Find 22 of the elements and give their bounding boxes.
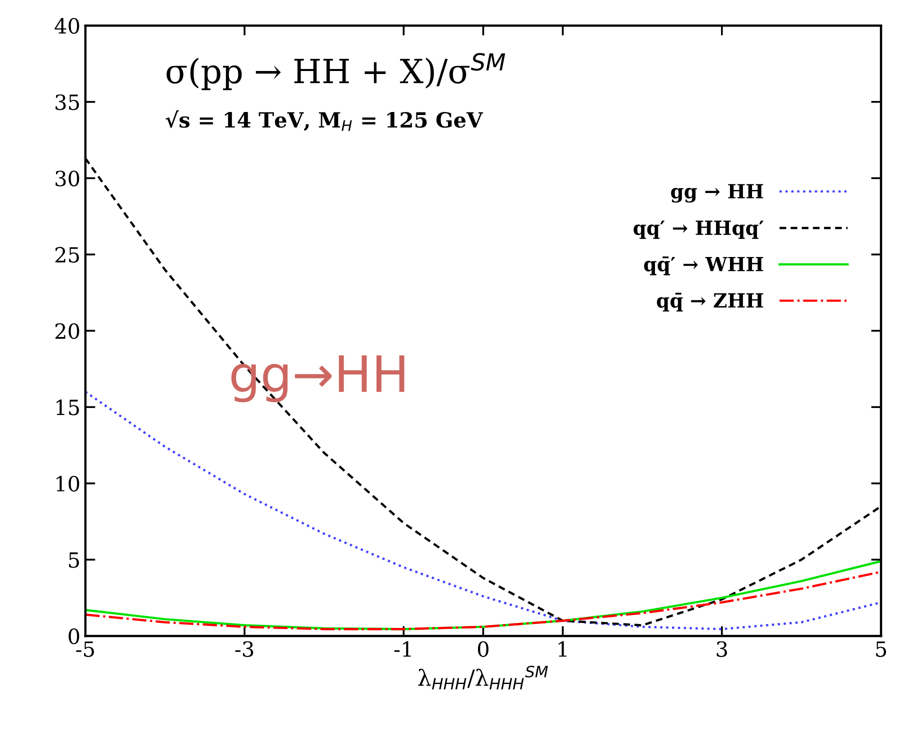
y-tick-label: 35 [56, 94, 79, 110]
legend-label: gg → HH [671, 184, 764, 203]
text: √s = 14 TeV, M$_{H}$ = 125 GeV [166, 110, 484, 131]
y-tick-label: 40 [54, 18, 80, 34]
legend-label: qq′ → HHqq′ [634, 220, 764, 239]
x-tick-label: 3 [716, 641, 727, 657]
x-tick-label: -3 [235, 641, 254, 657]
x-tick-label: 1 [558, 641, 566, 657]
y-tick-label: 15 [56, 400, 79, 416]
y-tick-label: 20 [55, 323, 80, 339]
x-tick-label: -1 [394, 641, 411, 657]
y-tick-label: 30 [56, 170, 80, 186]
x-axis-title: λ$_{HHH}$/λ$_{HHH}$$^{SM}$ [418, 666, 548, 690]
x-tick-label: 0 [478, 641, 488, 657]
y-tick-label: 10 [56, 476, 80, 492]
y-tick-label: 5 [69, 552, 79, 568]
legend-label: qq̄ → ZHH [656, 292, 764, 312]
x-tick-label: 5 [876, 641, 886, 657]
text: σ(pp → HH + X)/σ$^{SM}$ [166, 53, 506, 90]
annotation: gg→HH [231, 355, 404, 402]
y-tick-label: 25 [55, 246, 79, 263]
legend-label: qq̄′ → WHH [644, 256, 764, 276]
